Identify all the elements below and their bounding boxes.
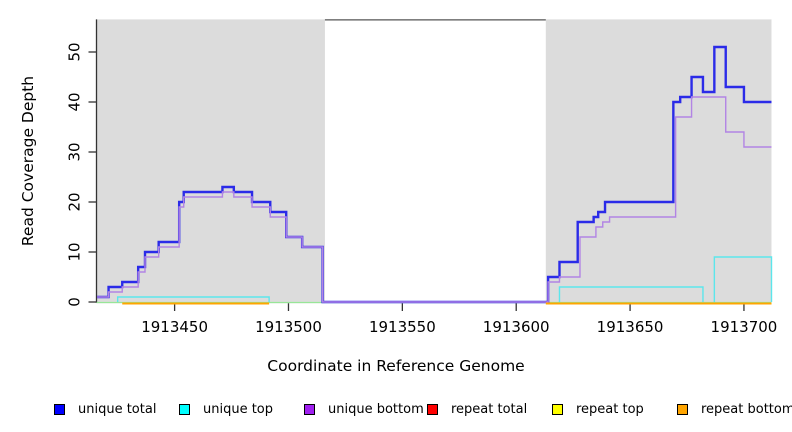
legend-swatch-unique-total — [54, 403, 65, 415]
series-unique-top-line — [116, 256, 773, 302]
series-unique-bottom-line — [97, 96, 772, 303]
y-axis-title: Read Coverage Depth — [19, 75, 37, 247]
legend-item-unique-bottom: unique bottom — [304, 400, 424, 418]
legend-item-unique-top: unique top — [179, 400, 273, 418]
legend-swatch-unique-top — [179, 403, 190, 415]
legend-item-repeat-top: repeat top — [552, 400, 644, 418]
y-axis-tick-label: 10 — [65, 242, 83, 261]
x-axis-tick-label: 1913700 — [711, 318, 778, 336]
x-axis-tick-label: 1913650 — [597, 318, 664, 336]
y-axis-tick-label: 30 — [65, 142, 83, 161]
legend-swatch-repeat-bottom — [677, 403, 688, 415]
legend-item-unique-total: unique total — [54, 400, 156, 418]
x-axis-tick-label: 1913450 — [141, 318, 208, 336]
shaded-region-left — [96, 19, 325, 304]
legend-label: repeat bottom — [701, 401, 792, 417]
legend-swatch-repeat-top — [552, 403, 563, 415]
shaded-region-right — [545, 19, 772, 304]
y-axis-tick-label: 0 — [65, 297, 83, 307]
legend-label: unique top — [203, 401, 274, 417]
x-axis-title: Coordinate in Reference Genome — [267, 357, 525, 375]
y-axis-tick-label: 40 — [65, 92, 83, 111]
legend: unique total unique top unique bottom repea… — [0, 400, 792, 420]
legend-swatch-unique-bottom — [304, 403, 315, 415]
x-axis-tick-label: 1913600 — [483, 318, 550, 336]
x-axis-tick-label: 1913550 — [369, 318, 436, 336]
legend-swatch-repeat-total — [427, 403, 438, 415]
x-axis-tick-label: 1913500 — [255, 318, 322, 336]
legend-item-repeat-bottom: repeat bottom — [677, 400, 792, 418]
y-axis-tick-label: 20 — [65, 192, 83, 211]
legend-label: unique bottom — [328, 401, 424, 417]
legend-label: unique total — [78, 401, 157, 417]
y-axis-tick-label: 50 — [65, 42, 83, 61]
legend-item-repeat-total: repeat total — [427, 400, 527, 418]
legend-label: repeat top — [576, 401, 644, 417]
legend-label: repeat total — [451, 401, 528, 417]
